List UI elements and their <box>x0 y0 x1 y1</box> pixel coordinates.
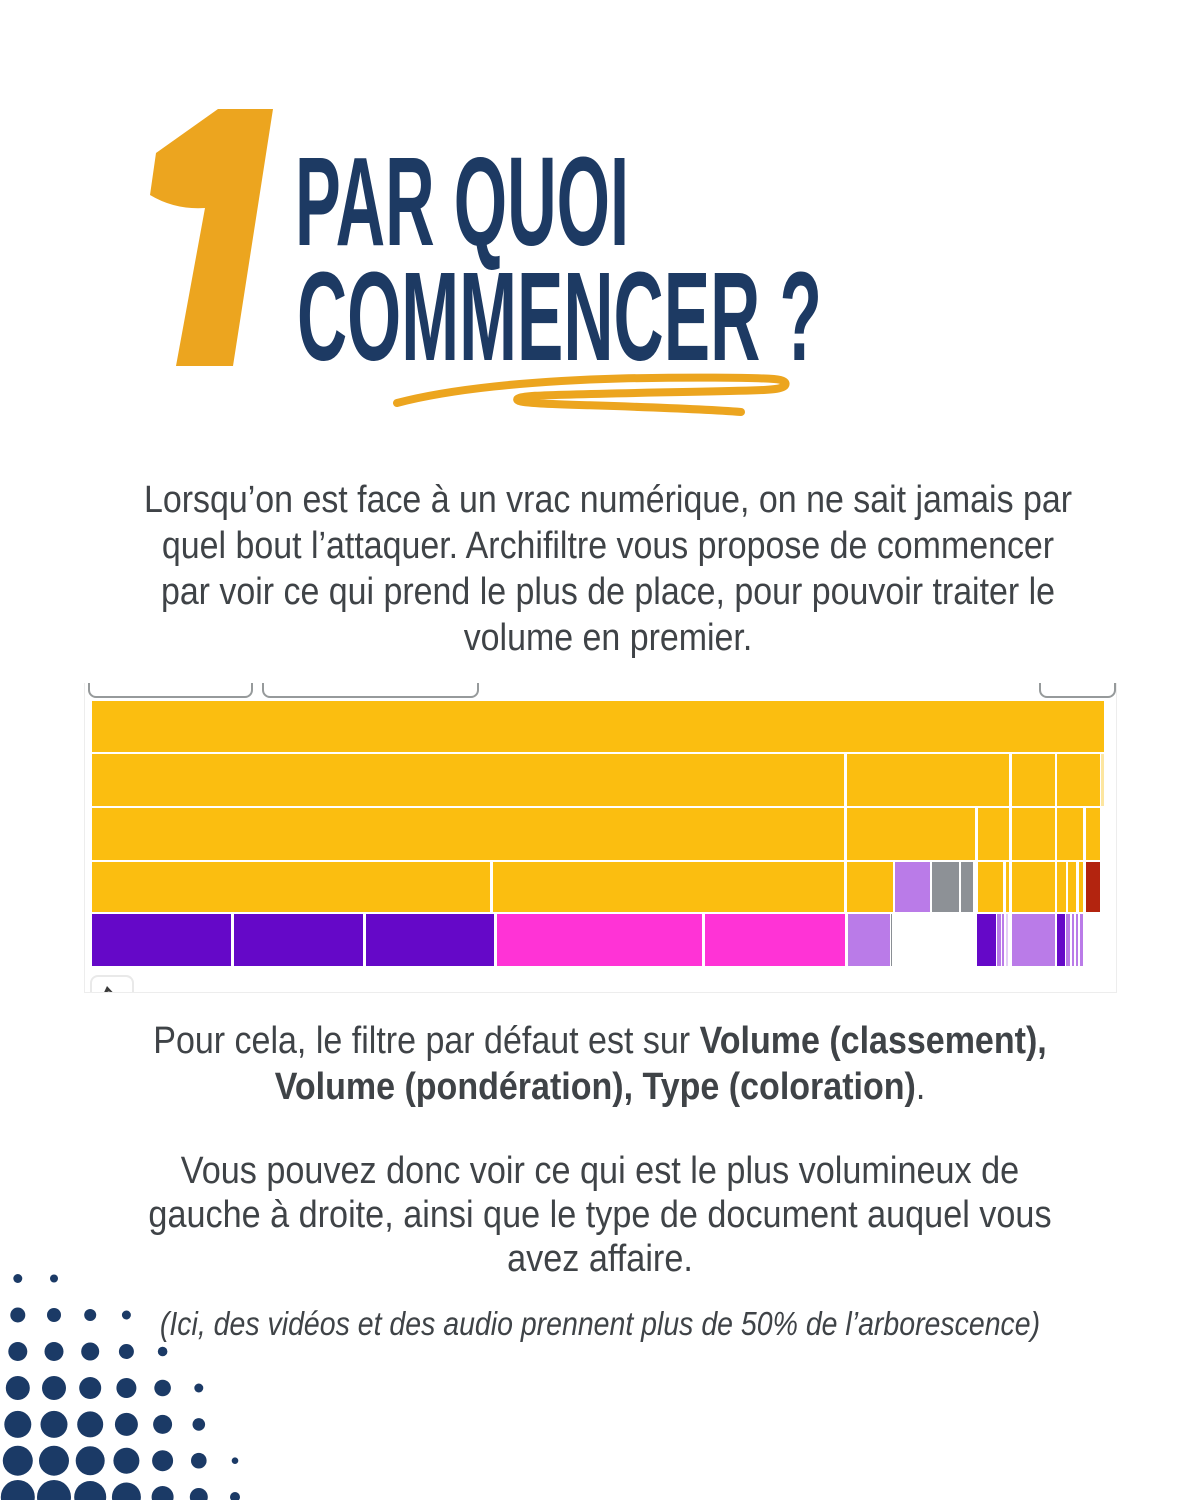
svg-text:PAR QUOI: PAR QUOI <box>295 131 629 272</box>
svg-text:COMMENCER ?: COMMENCER ? <box>297 246 822 387</box>
